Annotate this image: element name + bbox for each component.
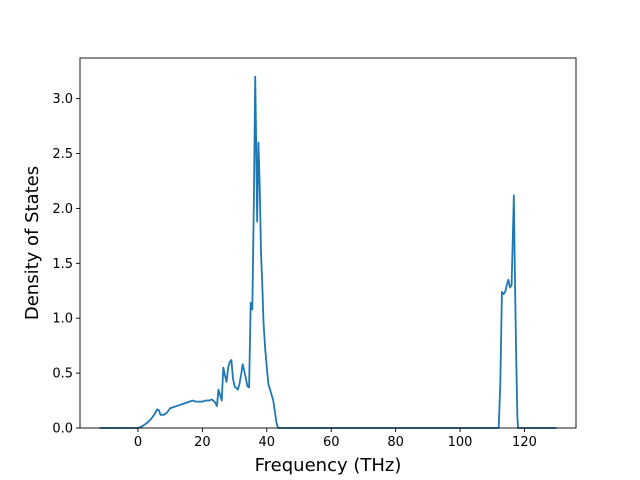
y-axis-ticks: 0.0 0.5 1.0 1.5 2.0 2.5 3.0 [52, 92, 80, 437]
y-tick-label: 3.0 [52, 92, 73, 107]
x-tick-label: 80 [387, 435, 404, 450]
x-tick-label: 0 [134, 435, 142, 450]
x-tick-label: 100 [448, 435, 473, 450]
y-tick-label: 2.0 [52, 202, 73, 217]
x-tick-label: 120 [512, 435, 537, 450]
y-tick-label: 2.5 [52, 147, 73, 162]
y-axis-label: Density of States [22, 166, 43, 320]
x-axis-ticks: 0 20 40 60 80 100 120 [134, 428, 537, 450]
plot-area [79, 57, 577, 429]
y-tick-label: 0.5 [52, 367, 73, 382]
y-tick-label: 1.5 [52, 257, 73, 272]
x-axis-label: Frequency (THz) [255, 455, 402, 476]
y-tick-label: 1.0 [52, 312, 73, 327]
x-tick-label: 20 [194, 435, 211, 450]
x-tick-label: 60 [323, 435, 340, 450]
y-tick-label: 0.0 [52, 422, 73, 437]
x-tick-label: 40 [259, 435, 276, 450]
axes-frame [79, 57, 577, 429]
dos-series-line-0 [99, 75, 557, 429]
